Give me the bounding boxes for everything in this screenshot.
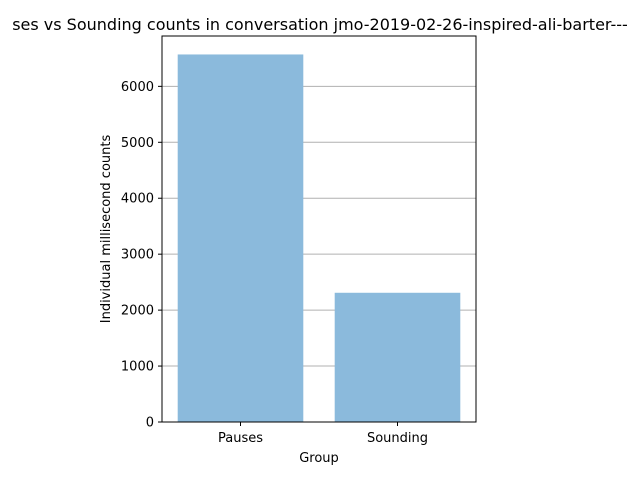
bar-pauses xyxy=(177,54,304,422)
y-axis-label: Individual millisecond counts xyxy=(99,135,114,324)
y-tick-label: 1000 xyxy=(121,360,154,375)
y-tick-label: 5000 xyxy=(121,136,154,151)
x-tick-label: Pauses xyxy=(218,431,263,446)
y-tick-label: 4000 xyxy=(121,192,154,207)
x-axis-ticks: Pauses Sounding xyxy=(218,422,428,446)
x-tick-label: Sounding xyxy=(367,431,428,446)
y-tick-label: 2000 xyxy=(121,304,154,319)
bar-sounding xyxy=(334,292,461,422)
bars xyxy=(177,54,461,422)
plot-frame xyxy=(161,35,477,423)
y-tick-label: 3000 xyxy=(121,248,154,263)
y-tick-label: 6000 xyxy=(121,80,154,95)
x-axis-label: Group xyxy=(299,451,339,466)
y-tick-label: 0 xyxy=(146,416,154,431)
chart-title: ses vs Sounding counts in conversation j… xyxy=(12,15,628,34)
y-axis-ticks: 0 1000 2000 3000 4000 5000 6000 xyxy=(121,80,162,431)
